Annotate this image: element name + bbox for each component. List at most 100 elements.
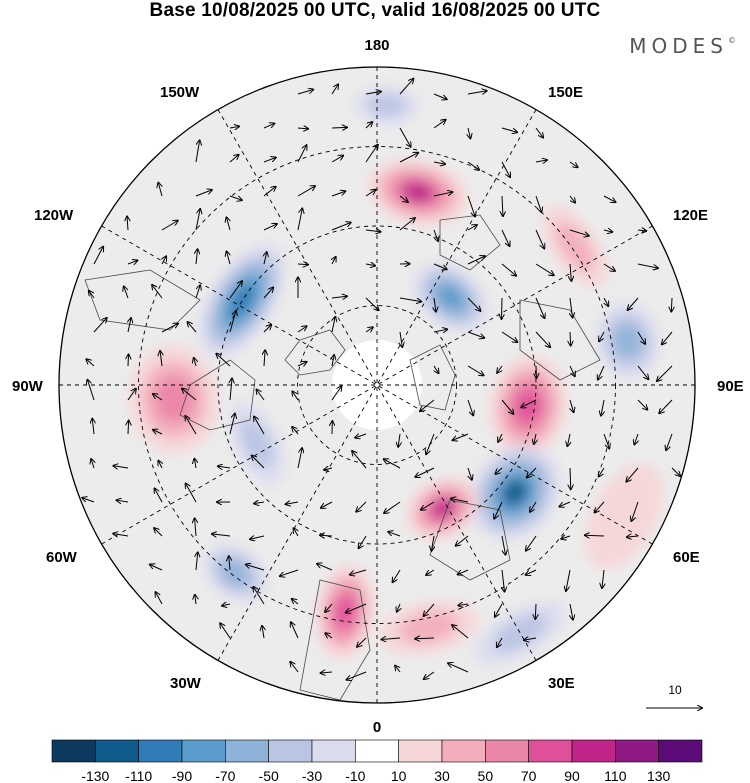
anomaly-contour	[221, 560, 250, 586]
map-title: Base 10/08/2025 00 UTC, valid 16/08/2025…	[149, 0, 601, 21]
lon-label-0: 0	[373, 719, 381, 736]
meridian-line	[101, 225, 653, 545]
wind-arrow	[526, 535, 537, 551]
wind-arrow	[599, 467, 605, 476]
wind-arrow	[603, 230, 612, 232]
brand-mark: ©	[728, 36, 736, 45]
wind-arrow	[195, 285, 200, 299]
wind-arrow	[398, 433, 400, 447]
wind-arrow	[321, 672, 333, 673]
anomaly-field	[129, 86, 663, 665]
wind-arrow	[185, 416, 197, 435]
wind-arrow	[666, 433, 673, 450]
wind-arrow	[280, 569, 299, 576]
wind-arrow	[467, 365, 484, 375]
wind-arrow	[332, 257, 336, 265]
colorbar-tick-label: 50	[478, 768, 494, 783]
wind-arrow	[535, 331, 550, 347]
wind-arrow	[585, 535, 605, 536]
wind-arrow	[420, 399, 435, 411]
wind-arrow	[494, 501, 503, 519]
wind-arrow	[570, 603, 573, 620]
wind-arrow	[527, 467, 537, 477]
wind-arrow	[331, 156, 343, 163]
wind-arrow	[194, 358, 196, 367]
wind-arrow	[497, 637, 503, 647]
anomaly-contour	[585, 463, 663, 570]
colorbar-tick-label: -110	[125, 768, 152, 783]
wind-arrow	[384, 459, 401, 469]
wind-arrow	[567, 433, 570, 446]
wind-arrow	[128, 318, 131, 333]
wind-arrow	[297, 90, 313, 95]
wind-arrow	[153, 394, 163, 401]
wind-arrow	[256, 390, 265, 401]
polar-cap	[332, 340, 422, 430]
wind-arrow	[434, 297, 436, 312]
wind-arrow	[399, 127, 411, 147]
lon-label-150e: 150E	[548, 84, 583, 101]
wind-arrow	[637, 230, 646, 231]
wind-arrow	[433, 120, 446, 129]
wind-arrow	[570, 331, 571, 346]
wind-arrow	[433, 192, 452, 197]
wind-arrow	[320, 535, 333, 536]
wind-arrow	[467, 225, 477, 231]
wind-arrow	[196, 552, 198, 571]
wind-arrow	[400, 331, 402, 347]
wind-arrow	[535, 263, 554, 275]
wind-arrow	[291, 622, 299, 639]
wind-arrow	[671, 467, 680, 476]
wind-arrow	[433, 263, 447, 269]
wind-arrow	[218, 466, 231, 468]
wind-arrow	[246, 565, 265, 571]
wind-arrow	[570, 263, 571, 281]
wind-arrow	[598, 365, 605, 380]
wind-arrow	[153, 430, 163, 434]
wind-arrow	[501, 263, 516, 276]
wind-arrow	[152, 285, 163, 299]
wind-arrow	[501, 399, 513, 414]
colorbar-tick-label: -70	[215, 768, 235, 783]
wind-arrow	[194, 459, 196, 469]
wind-arrow	[196, 249, 198, 265]
lon-label-60e: 60E	[673, 549, 700, 566]
wind-arrow	[501, 161, 510, 177]
wind-arrow	[424, 603, 435, 616]
wind-arrow	[82, 498, 95, 503]
wind-arrow	[86, 359, 95, 367]
wind-arrow	[381, 638, 401, 639]
wind-arrow	[347, 671, 367, 680]
anomaly-contour	[401, 181, 435, 204]
wind-arrow	[158, 183, 162, 197]
wind-arrow	[399, 218, 415, 231]
wind-arrow	[331, 386, 341, 401]
wind-arrow	[297, 362, 307, 366]
wind-arrow	[355, 434, 367, 438]
wind-arrow	[127, 389, 136, 401]
colorbar-tick-label: 130	[647, 768, 671, 783]
wind-arrow	[604, 297, 608, 306]
colorbar-tick-label: -30	[302, 768, 322, 783]
wind-arrow	[467, 331, 484, 338]
wind-arrow	[229, 155, 239, 163]
meridian-line	[217, 109, 537, 661]
map-disk	[59, 67, 695, 703]
wind-arrow	[332, 355, 334, 367]
wind-arrow	[216, 354, 231, 367]
colorbar-swatch	[615, 739, 659, 763]
wind-arrow	[254, 417, 265, 435]
wind-arrow	[89, 291, 95, 299]
wind-arrow	[384, 501, 401, 513]
wind-arrow	[286, 502, 299, 504]
wind-arrow	[252, 456, 265, 469]
colorbar-swatch	[138, 739, 183, 763]
wind-arrow	[297, 128, 308, 129]
colorbar-swatch	[441, 739, 486, 763]
wind-arrow	[263, 288, 273, 299]
wind-arrow	[468, 467, 472, 480]
wind-arrow	[637, 263, 658, 268]
wind-arrow	[628, 297, 639, 310]
wind-arrow	[399, 297, 421, 302]
wind-arrow	[501, 331, 517, 342]
